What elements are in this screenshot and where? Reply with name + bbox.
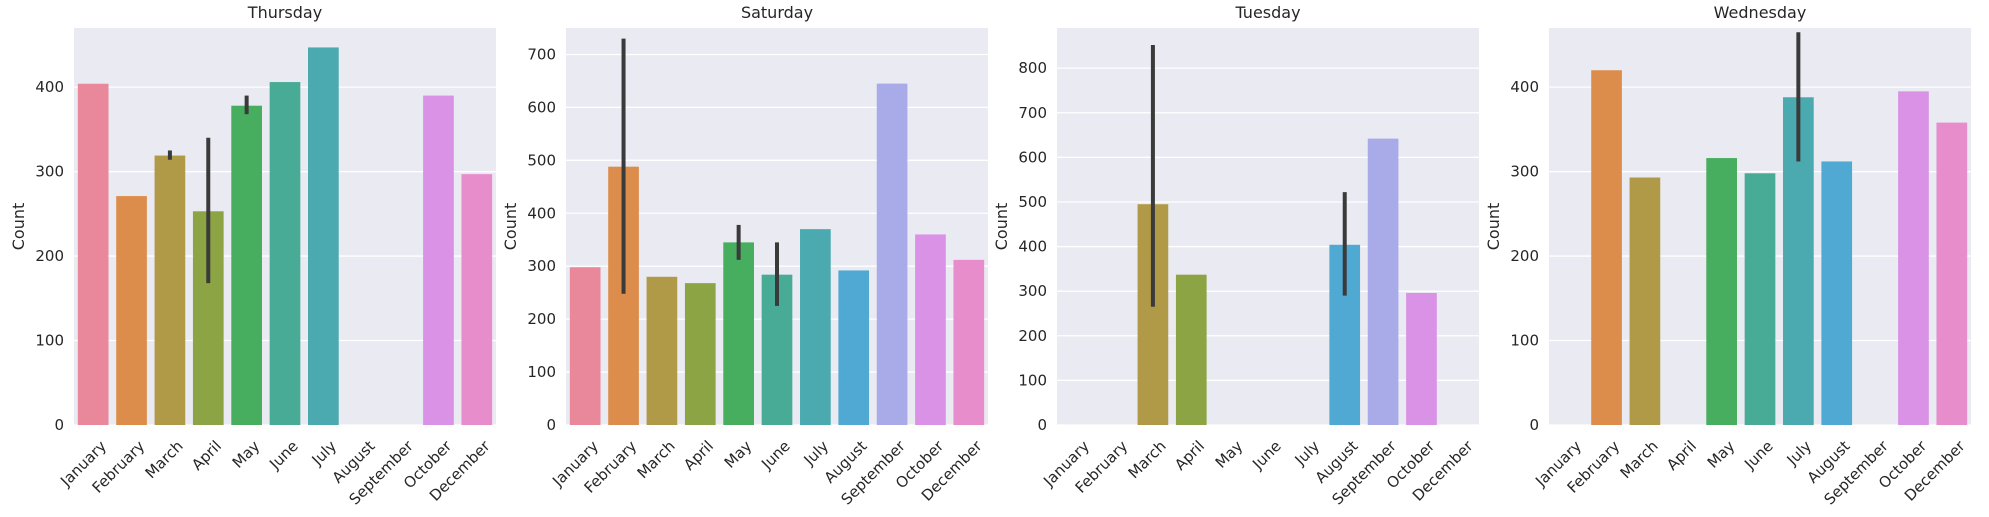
bar-july <box>800 229 831 425</box>
y-tick-label: 400 <box>1510 78 1539 96</box>
bar-october <box>423 95 454 426</box>
y-axis-label: Count <box>9 203 28 251</box>
bar-january <box>569 267 601 425</box>
x-tick-label: March <box>1617 437 1662 482</box>
x-tick-label: June <box>757 437 794 474</box>
bar-august <box>838 270 870 425</box>
x-tick-label: May <box>1212 437 1247 472</box>
y-tick-label: 0 <box>1529 416 1539 434</box>
y-tick-label: 400 <box>527 204 556 222</box>
bar-june <box>269 82 301 426</box>
x-tick-label: July <box>1783 437 1816 470</box>
y-tick-label: 300 <box>1510 163 1539 181</box>
x-tick-label: June <box>1740 437 1777 474</box>
x-tick-label: April <box>188 437 225 474</box>
x-tick-label: May <box>229 437 264 472</box>
bar-july <box>308 47 339 425</box>
bar-october <box>1898 91 1929 425</box>
bar-january <box>77 83 109 426</box>
bar-june <box>1744 173 1776 425</box>
bar-december <box>1936 122 1968 426</box>
bar-october <box>915 234 946 425</box>
y-tick-label: 200 <box>527 310 556 328</box>
panel-title: Thursday <box>247 3 322 22</box>
x-tick-label: May <box>721 437 756 472</box>
panel-title: Wednesday <box>1714 3 1807 22</box>
x-tick-label: July <box>1291 437 1324 470</box>
chart-panel-saturday: 0100200300400500600700JanuaryFebruaryMar… <box>501 3 988 508</box>
y-tick-label: 600 <box>1018 148 1047 166</box>
x-tick-label: July <box>308 437 341 470</box>
x-tick-label: March <box>1125 437 1170 482</box>
bar-august <box>1821 161 1853 425</box>
y-tick-label: 100 <box>1510 332 1539 350</box>
y-axis-label: Count <box>501 203 520 251</box>
y-tick-label: 400 <box>35 78 64 96</box>
y-tick-label: 500 <box>1018 193 1047 211</box>
x-tick-label: April <box>1171 437 1208 474</box>
y-tick-label: 300 <box>1018 282 1047 300</box>
y-axis-label: Count <box>1484 203 1503 251</box>
y-tick-label: 100 <box>527 363 556 381</box>
x-tick-label: April <box>1663 437 1700 474</box>
bar-february <box>116 196 147 425</box>
y-tick-label: 600 <box>527 98 556 116</box>
bar-may <box>723 242 754 425</box>
y-axis-label: Count <box>992 203 1011 251</box>
chart-panel-tuesday: 0100200300400500600700800JanuaryFebruary… <box>992 3 1479 508</box>
y-tick-label: 0 <box>546 416 556 434</box>
bar-october <box>1406 292 1437 425</box>
y-tick-label: 500 <box>527 151 556 169</box>
y-tick-label: 200 <box>35 247 64 265</box>
bar-december <box>461 174 493 425</box>
bar-may <box>231 105 262 426</box>
bar-september <box>1367 138 1399 425</box>
bar-march <box>646 276 678 425</box>
bar-march <box>1629 177 1661 425</box>
y-tick-label: 0 <box>1037 416 1047 434</box>
bar-april <box>684 283 716 425</box>
x-tick-label: May <box>1704 437 1739 472</box>
bar-december <box>953 259 985 425</box>
y-tick-label: 700 <box>1018 104 1047 122</box>
y-tick-label: 300 <box>527 257 556 275</box>
y-tick-label: 400 <box>1018 238 1047 256</box>
bar-may <box>1706 158 1737 425</box>
bar-february <box>1591 70 1622 425</box>
x-tick-label: April <box>680 437 717 474</box>
x-tick-label: March <box>634 437 679 482</box>
x-tick-label: June <box>1248 437 1285 474</box>
y-tick-label: 200 <box>1018 327 1047 345</box>
y-tick-label: 100 <box>1018 371 1047 389</box>
x-tick-label: June <box>265 437 302 474</box>
y-tick-label: 800 <box>1018 59 1047 77</box>
y-tick-label: 300 <box>35 163 64 181</box>
x-tick-label: July <box>800 437 833 470</box>
y-tick-label: 0 <box>54 416 64 434</box>
bar-april <box>1175 274 1207 425</box>
x-tick-label: March <box>142 437 187 482</box>
y-tick-label: 200 <box>1510 247 1539 265</box>
panel-title: Tuesday <box>1234 3 1300 22</box>
y-tick-label: 700 <box>527 45 556 63</box>
bar-march <box>154 155 186 425</box>
y-tick-label: 100 <box>35 332 64 350</box>
bar-september <box>876 83 908 425</box>
panel-title: Saturday <box>741 3 813 22</box>
